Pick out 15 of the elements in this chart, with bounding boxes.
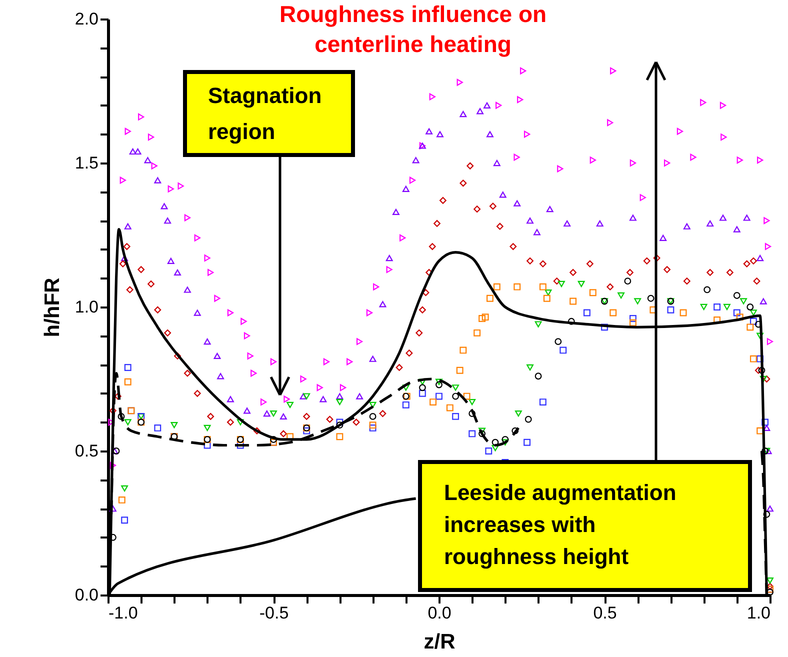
x-tick-label: -1.0	[108, 604, 138, 622]
x-tick-label: -0.5	[259, 604, 289, 622]
y-tick-label: 1.5	[74, 154, 98, 172]
x-tick-label: 0.0	[428, 604, 452, 622]
annotation: Leeside augmentation increases with roughness height	[444, 480, 676, 569]
y-tick-label: 2.0	[74, 10, 98, 28]
chart-title: Roughness influence on centerline heating	[279, 1, 547, 57]
y-axis-title: h/hFR	[40, 278, 64, 338]
y-tick-label: 0.0	[74, 586, 98, 604]
x-tick-label: 0.5	[593, 604, 617, 622]
y-tick-label: 1.0	[74, 298, 98, 316]
y-tick-label: 0.5	[74, 442, 98, 460]
annotation: Stagnation region	[208, 83, 322, 144]
x-tick-label: 1.0	[746, 604, 770, 622]
x-axis-title: z/R	[424, 630, 456, 654]
